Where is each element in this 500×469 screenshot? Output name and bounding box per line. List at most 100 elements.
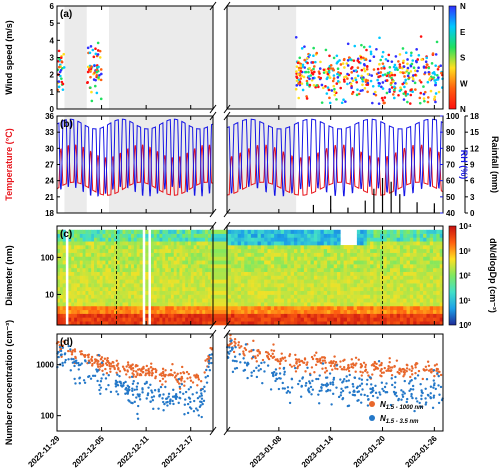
heatmap-cell	[293, 245, 298, 250]
heatmap-cell	[173, 267, 177, 272]
heatmap-cell	[111, 298, 115, 303]
n-total-point	[310, 366, 314, 369]
heatmap-cell	[436, 271, 440, 276]
heatmap-cell	[423, 309, 427, 314]
heatmap-cell	[376, 264, 381, 269]
heatmap-cell	[105, 317, 109, 322]
heatmap-cell	[297, 317, 301, 322]
heatmap-cell	[264, 286, 268, 292]
heatmap-cell	[244, 241, 248, 246]
n-total-point	[112, 361, 115, 364]
heatmap-cell	[231, 294, 235, 299]
heatmap-cell	[116, 233, 120, 238]
heatmap-cell	[380, 279, 384, 284]
wind-point	[436, 73, 439, 77]
n-total-point	[122, 367, 126, 371]
n-small-point	[189, 386, 193, 389]
n-small-point	[99, 380, 103, 383]
n-total-point	[129, 364, 132, 367]
heatmap-cell	[71, 279, 75, 284]
heatmap-cell	[260, 302, 265, 307]
heatmap-cell	[327, 264, 331, 269]
heatmap-cell	[227, 233, 232, 238]
n-total-point	[136, 373, 139, 376]
heatmap-cell	[337, 264, 341, 269]
heatmap-cell	[310, 245, 315, 250]
heatmap-cell	[202, 317, 206, 322]
heatmap-cell	[111, 309, 115, 314]
heatmap-cell	[150, 271, 155, 276]
wind-point	[320, 83, 324, 87]
n-total-point	[253, 355, 257, 358]
heatmap-cell	[360, 286, 364, 292]
heatmap-cell	[423, 283, 427, 288]
heatmap-cell	[202, 309, 206, 314]
heatmap-cell	[96, 260, 101, 265]
wind-point	[336, 80, 340, 83]
heatmap-cell	[88, 252, 92, 257]
heatmap-cell	[303, 279, 308, 284]
heatmap-cell	[277, 317, 282, 322]
heatmap-cell	[185, 237, 189, 242]
heatmap-cell	[227, 252, 232, 257]
n-total-point	[101, 369, 104, 372]
heatmap-cell	[426, 229, 431, 234]
heatmap-cell	[383, 305, 387, 311]
heatmap-cell	[337, 248, 341, 253]
heatmap-cell	[125, 290, 129, 295]
n-small-point	[231, 359, 235, 362]
heatmap-cell	[297, 241, 301, 246]
heatmap-cell	[185, 271, 189, 276]
wind-point	[310, 71, 314, 75]
heatmap-cell	[287, 279, 291, 284]
heatmap-cell	[399, 286, 404, 292]
heatmap-cell	[274, 241, 278, 246]
heatmap-cell	[162, 241, 166, 246]
heatmap-cell	[133, 321, 138, 326]
heatmap-cell	[419, 294, 424, 299]
n-total-point	[334, 367, 337, 370]
heatmap-cell	[429, 264, 434, 269]
wind-point	[61, 88, 65, 91]
panel-b-break-mark	[209, 208, 217, 218]
heatmap-cell	[199, 286, 203, 292]
heatmap-cell	[168, 313, 172, 318]
heatmap-cell	[376, 252, 381, 257]
heatmap-cell	[76, 305, 81, 311]
wind-point	[99, 78, 103, 82]
heatmap-cell	[403, 256, 407, 261]
heatmap-cell	[76, 271, 81, 276]
heatmap-cell	[187, 245, 192, 250]
heatmap-cell	[380, 256, 384, 261]
heatmap-cell	[373, 283, 378, 288]
heatmap-cell	[343, 252, 348, 257]
n-small-point	[75, 361, 78, 365]
heatmap-cell	[287, 313, 291, 318]
heatmap-cell	[244, 286, 248, 292]
wind-point	[301, 65, 305, 68]
heatmap-cell	[280, 241, 285, 246]
heatmap-cell	[346, 256, 351, 261]
n-total-point	[411, 373, 414, 376]
heatmap-cell	[363, 302, 368, 307]
heatmap-cell	[426, 283, 431, 288]
heatmap-cell	[307, 286, 311, 292]
heatmap-cell	[330, 252, 335, 257]
n-total-point	[248, 350, 251, 353]
heatmap-cell	[327, 237, 331, 242]
heatmap-cell	[363, 241, 368, 246]
n-small-point	[370, 383, 373, 386]
n-small-point	[186, 402, 190, 406]
heatmap-cell	[293, 298, 298, 303]
heatmap-cell	[280, 309, 285, 314]
heatmap-cell	[105, 275, 109, 280]
heatmap-cell	[247, 229, 252, 234]
heatmap-cell	[257, 237, 262, 242]
n-total-point	[147, 367, 150, 371]
n-small-point	[288, 401, 292, 405]
heatmap-cell	[353, 256, 358, 261]
n-small-point	[376, 396, 379, 399]
heatmap-cell	[199, 252, 203, 257]
heatmap-cell	[310, 267, 315, 272]
n-small-point	[196, 409, 199, 412]
